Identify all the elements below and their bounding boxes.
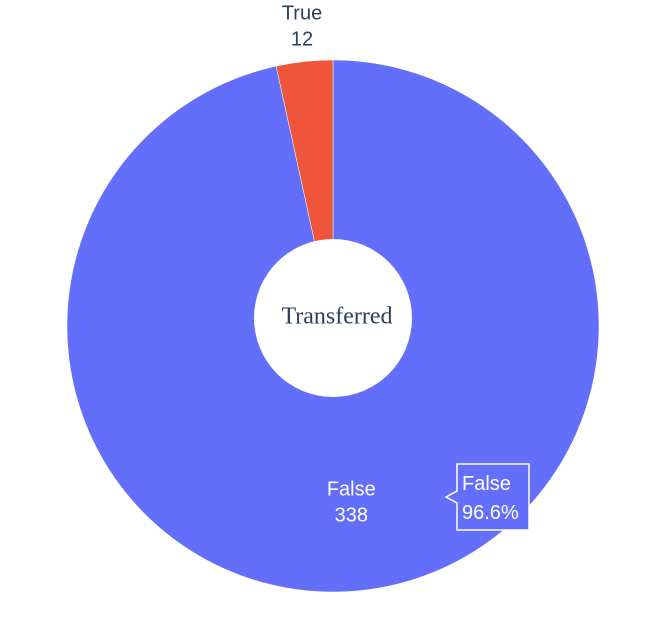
slice-value-false: 338 — [335, 504, 368, 526]
tooltip-box — [444, 463, 530, 531]
slice-value-true: 12 — [291, 29, 313, 51]
slice-label-true: True — [282, 3, 322, 25]
center-title: Transferred — [281, 304, 392, 330]
slice-label-false: False — [327, 478, 376, 500]
tooltip-percent: 96.6% — [462, 502, 519, 524]
tooltip-label: False — [462, 473, 511, 495]
donut-hole — [254, 239, 412, 397]
slice-labels-group: False 338 True 12 — [282, 3, 376, 527]
hover-tooltip: False 96.6% — [444, 463, 530, 531]
